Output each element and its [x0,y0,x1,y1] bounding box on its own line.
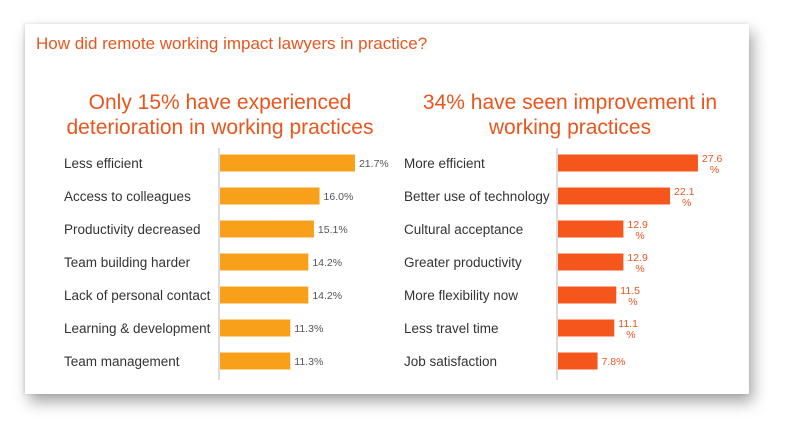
left-bar [220,253,309,271]
left-chart-title: Only 15% have experienced deterioration … [66,91,374,139]
right-bar [558,253,624,271]
right-category-label: Greater productivity [404,255,522,270]
right-category-label: Better use of technology [404,189,550,204]
right-data-label: 11.1 [618,318,638,330]
right-data-label: 7.8% [602,356,626,368]
right-data-label: 27.6 [702,153,723,165]
left-category-label: Access to colleagues [64,189,191,204]
right-bar [558,154,698,172]
right-data-label-unit: % [635,230,644,242]
right-category-label: Job satisfaction [404,354,497,369]
left-category-label: Lack of personal contact [64,288,211,303]
right-chart-title: 34% have seen improvement in working pra… [422,91,718,139]
right-data-label: 11.5 [620,285,640,297]
right-bar [558,286,617,304]
right-data-label-unit: % [710,164,719,176]
slide [25,24,749,394]
left-bar [220,154,355,172]
left-data-label: 14.2% [312,257,342,269]
left-bar [220,319,291,337]
left-bar [220,187,320,205]
left-category-label: Learning & development [64,321,211,336]
left-category-label: Team management [64,354,180,369]
left-bar [220,352,291,370]
right-bar [558,187,671,205]
right-category-label: More efficient [404,156,485,171]
left-category-label: Less efficient [64,156,143,171]
right-bar [558,220,624,238]
right-category-label: Cultural acceptance [404,222,523,237]
right-category-label: Less travel time [404,321,499,336]
right-data-label-unit: % [682,197,691,209]
left-category-label: Productivity decreased [64,222,201,237]
right-data-label-unit: % [628,296,637,308]
left-bar [220,220,314,238]
left-bar [220,286,309,304]
left-data-label: 15.1% [318,224,348,236]
right-data-label: 12.9 [627,219,648,231]
right-category-label: More flexibility now [404,288,518,303]
left-category-label: Team building harder [64,255,191,270]
right-bar [558,319,615,337]
left-data-label: 11.3% [294,323,323,335]
left-data-label: 11.3% [294,356,323,368]
right-data-label-unit: % [635,263,644,275]
right-data-label-unit: % [626,329,635,341]
left-data-label: 21.7% [359,158,389,170]
slide-title: How did remote working impact lawyers in… [36,34,428,53]
left-data-label: 14.2% [312,290,342,302]
right-data-label: 22.1 [674,186,695,198]
right-data-label: 12.9 [627,252,648,264]
left-data-label: 16.0% [324,191,354,203]
right-bar [558,352,598,370]
